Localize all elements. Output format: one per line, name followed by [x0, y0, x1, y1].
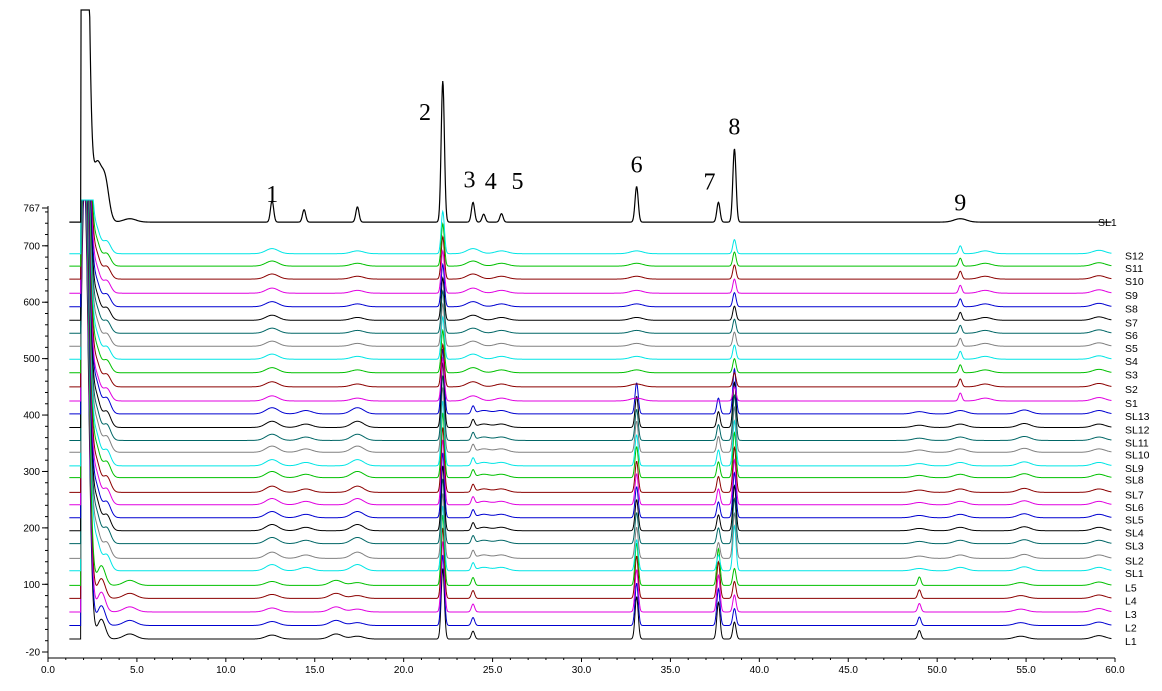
- trace-s3: [69, 199, 1112, 374]
- trace-s5: [69, 199, 1112, 347]
- legend-label-s2: S2: [1125, 384, 1138, 396]
- trace-s6: [69, 199, 1112, 334]
- peak-label-3: 3: [463, 168, 475, 194]
- trace-legend: L1L2L3L4L5SL1SL2SL3SL4SL5SL6SL7SL8SL9SL1…: [1098, 217, 1150, 648]
- y-tick-label: 100: [23, 580, 40, 591]
- trace-s4: [69, 199, 1112, 360]
- x-tick-label: 25.0: [483, 665, 503, 676]
- trace-s10: [69, 199, 1112, 280]
- trace-l3: [69, 199, 1112, 613]
- x-tick-label: 10.0: [216, 665, 236, 676]
- x-tick-label: 5.0: [130, 665, 144, 676]
- x-tick-label: 55.0: [1016, 665, 1036, 676]
- trace-s12: [69, 199, 1112, 255]
- legend-label-s1: S1: [1125, 398, 1138, 410]
- legend-label-s11: S11: [1125, 263, 1143, 275]
- y-tick-label: 600: [23, 298, 40, 309]
- trace-s8: [69, 199, 1112, 308]
- legend-label-sl13: SL13: [1125, 411, 1150, 423]
- legend-label-sl12: SL12: [1125, 424, 1150, 436]
- legend-label-s6: S6: [1125, 330, 1138, 342]
- trace-sl13: [69, 199, 1112, 415]
- trace-s7: [69, 199, 1112, 321]
- legend-label-s12: S12: [1125, 251, 1144, 263]
- y-tick-label: 767: [23, 204, 40, 215]
- legend-label-l1: L1: [1125, 636, 1137, 648]
- x-tick-label: 60.0: [1105, 665, 1125, 676]
- chart-axes: 0.0 5.0 10.0 15.0 20.0 25.0 30.0 35.0 40.0 45.0 50…: [23, 204, 1125, 677]
- trace-l5: [69, 199, 1112, 586]
- legend-label-reference-sl1: SL1: [1098, 217, 1117, 229]
- legend-label-s9: S9: [1125, 290, 1138, 302]
- y-tick-label: -20: [26, 648, 41, 659]
- trace-sl9: [69, 199, 1112, 467]
- legend-label-l4: L4: [1125, 595, 1137, 607]
- peak-label-2: 2: [419, 100, 431, 126]
- trace-s2: [69, 199, 1112, 388]
- legend-label-s3: S3: [1125, 370, 1138, 382]
- legend-label-sl11: SL11: [1125, 437, 1149, 449]
- legend-label-sl7: SL7: [1125, 489, 1144, 501]
- peak-number-labels: 1 2 3 4 5 6 7 8 9: [266, 100, 966, 216]
- x-tick-label: 45.0: [839, 665, 859, 676]
- legend-label-sl2: SL2: [1125, 555, 1144, 567]
- trace-sl1: [69, 199, 1112, 572]
- peak-label-6: 6: [631, 152, 643, 178]
- legend-label-sl1: SL1: [1125, 568, 1144, 580]
- x-tick-label: 30.0: [572, 665, 592, 676]
- x-tick-label: 50.0: [927, 665, 947, 676]
- trace-s9: [69, 199, 1112, 294]
- y-tick-label: 400: [23, 411, 40, 422]
- legend-label-s7: S7: [1125, 317, 1138, 329]
- chromatogram-traces: [69, 9, 1112, 640]
- trace-sl10: [69, 199, 1112, 453]
- y-tick-label: 300: [23, 467, 40, 478]
- trace-sl12: [69, 199, 1112, 428]
- trace-sl7: [69, 199, 1112, 493]
- x-tick-label: 20.0: [394, 665, 414, 676]
- trace-sl11: [69, 199, 1112, 441]
- x-tick-label: 35.0: [661, 665, 681, 676]
- legend-label-l2: L2: [1125, 622, 1137, 634]
- legend-label-sl6: SL6: [1125, 502, 1144, 514]
- peak-label-5: 5: [511, 169, 523, 195]
- trace-l2: [69, 199, 1112, 626]
- trace-sl2: [69, 199, 1112, 559]
- trace-sl5: [69, 199, 1112, 519]
- trace-sl8: [69, 199, 1112, 479]
- y-tick-label: 700: [23, 241, 40, 252]
- peak-label-7: 7: [704, 169, 716, 195]
- x-tick-label: 0.0: [41, 665, 55, 676]
- legend-label-sl5: SL5: [1125, 515, 1144, 527]
- legend-label-s10: S10: [1125, 276, 1144, 288]
- y-tick-label: 200: [23, 523, 40, 534]
- legend-label-sl8: SL8: [1125, 475, 1144, 487]
- trace-sl6: [69, 199, 1112, 506]
- x-tick-label: 40.0: [750, 665, 770, 676]
- trace-l4: [69, 199, 1112, 599]
- trace-s11: [69, 199, 1112, 267]
- legend-label-sl4: SL4: [1125, 528, 1144, 540]
- legend-label-sl3: SL3: [1125, 541, 1144, 553]
- peak-label-4: 4: [485, 169, 497, 195]
- y-tick-label: 500: [23, 354, 40, 365]
- legend-label-sl9: SL9: [1125, 463, 1144, 475]
- peak-label-8: 8: [728, 115, 740, 141]
- legend-label-l5: L5: [1125, 582, 1137, 594]
- trace-s1: [69, 199, 1112, 402]
- legend-label-s5: S5: [1125, 343, 1138, 355]
- trace-sl4: [69, 199, 1112, 532]
- trace-l1: [69, 199, 1112, 640]
- trace-reference-sl1: [69, 9, 1112, 223]
- trace-sl3: [69, 199, 1112, 545]
- legend-label-sl10: SL10: [1125, 449, 1150, 461]
- legend-label-l3: L3: [1125, 609, 1137, 621]
- peak-label-9: 9: [954, 190, 966, 216]
- x-tick-label: 15.0: [305, 665, 325, 676]
- peak-label-1: 1: [266, 182, 278, 208]
- legend-label-s8: S8: [1125, 304, 1138, 316]
- legend-label-s4: S4: [1125, 356, 1138, 368]
